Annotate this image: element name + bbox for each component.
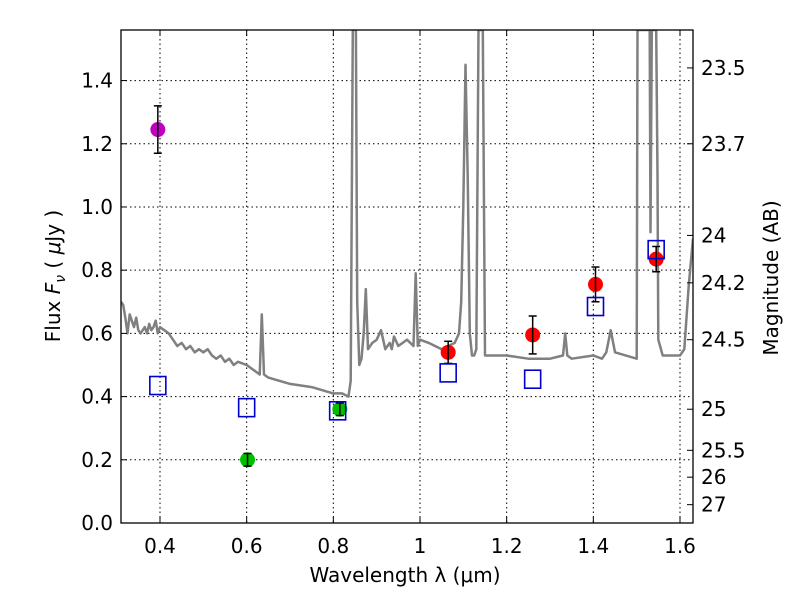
right-axis-ticks: 23.5 23.7 24 24.2 24.5 25 25.5 26 27: [687, 56, 746, 517]
y-axis-label: Flux Fν ( μJy ): [41, 210, 69, 342]
y-tick-label: 0.6: [81, 321, 113, 345]
x-tick-label: 1.2: [491, 534, 523, 558]
grid-lines: [121, 30, 693, 523]
right-tick-label: 23.7: [701, 132, 746, 156]
x-tick-label: 1.4: [577, 534, 609, 558]
right-tick-label: 24: [701, 223, 726, 247]
x-tick-label: 1: [414, 534, 427, 558]
model-square-marker: [328, 401, 347, 421]
spectrum-line: [121, 30, 693, 398]
right-tick-label: 25: [701, 397, 726, 421]
data-points: [149, 105, 665, 468]
model-square-marker: [439, 363, 457, 383]
right-tick-label: 24.2: [701, 271, 746, 295]
y-tick-label: 1.2: [81, 132, 113, 156]
model-square-marker: [647, 239, 665, 260]
y-tick-label: 0.0: [81, 511, 113, 535]
right-tick-label: 27: [701, 493, 726, 517]
model-square-marker: [237, 397, 256, 418]
x-tick-label: 0.6: [231, 534, 263, 558]
x-axis-label: Wavelength λ (μm): [309, 563, 500, 587]
x-tick-label: 0.4: [144, 534, 176, 558]
y-tick-label: 0.4: [81, 385, 113, 409]
y-tick-label: 1.0: [81, 195, 113, 219]
x-axis-ticks: 0.4 0.6 0.8 1 1.2 1.4 1.6: [144, 30, 696, 558]
right-axis-label: Magnitude (AB): [759, 200, 783, 355]
right-tick-label: 24.5: [701, 328, 746, 352]
y-tick-label: 1.4: [81, 69, 113, 93]
model-square-marker: [149, 375, 167, 396]
model-square-marker: [586, 296, 605, 317]
y-axis-ticks: 0.0 0.2 0.4 0.6 0.8 1.0 1.2 1.4: [81, 69, 127, 535]
right-tick-label: 26: [701, 465, 726, 489]
model-square-marker: [523, 369, 542, 390]
right-tick-label: 25.5: [701, 438, 746, 462]
x-tick-label: 1.6: [664, 534, 696, 558]
y-tick-label: 0.8: [81, 258, 113, 282]
y-tick-label: 0.2: [81, 448, 113, 472]
x-tick-label: 0.8: [317, 534, 349, 558]
right-tick-label: 23.5: [701, 56, 746, 80]
plot-frame: [120, 29, 694, 524]
model-spectrum: [121, 30, 693, 398]
